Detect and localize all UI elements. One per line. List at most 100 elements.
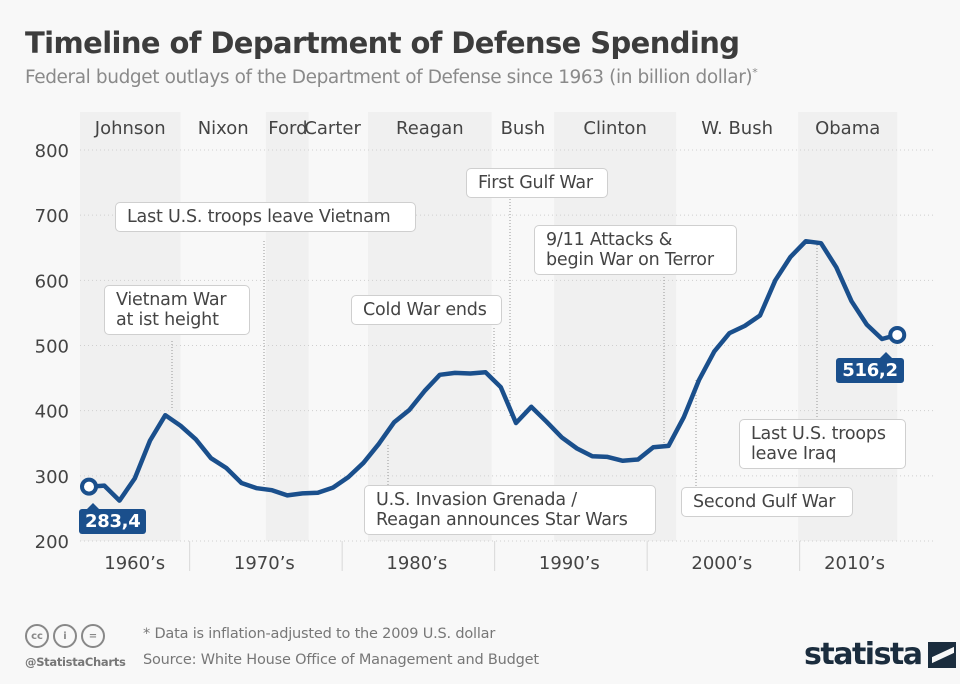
source-text: Source: White House Office of Management… xyxy=(143,652,539,668)
license-icons: cc i = xyxy=(25,624,105,648)
data-point[interactable] xyxy=(711,348,717,354)
data-point[interactable] xyxy=(620,458,626,464)
data-point[interactable] xyxy=(803,238,809,244)
annotation-box: Second Gulf War xyxy=(681,487,853,517)
data-point[interactable] xyxy=(391,419,397,425)
data-point[interactable] xyxy=(849,298,855,304)
data-point[interactable] xyxy=(162,412,168,418)
data-point[interactable] xyxy=(254,485,260,491)
data-point[interactable] xyxy=(376,441,382,447)
subtitle-text: Federal budget outlays of the Department… xyxy=(25,67,753,89)
president-bands xyxy=(80,112,898,541)
y-tick-label: 500 xyxy=(35,337,69,358)
president-label: Obama xyxy=(815,118,880,139)
data-point[interactable] xyxy=(284,492,290,498)
y-tick-label: 700 xyxy=(35,206,69,227)
data-point[interactable] xyxy=(178,423,184,429)
data-point[interactable] xyxy=(559,434,565,440)
data-point[interactable] xyxy=(772,277,778,283)
data-point[interactable] xyxy=(101,483,107,489)
president-label: Ford xyxy=(268,118,307,139)
data-point[interactable] xyxy=(269,487,275,493)
y-axis: 200 300 400 500 600 700 800 xyxy=(35,141,69,553)
data-point[interactable] xyxy=(727,330,733,336)
data-point[interactable] xyxy=(757,313,763,319)
data-point[interactable] xyxy=(788,254,794,260)
data-point[interactable] xyxy=(605,454,611,460)
annotation-box: Vietnam War at ist height xyxy=(104,285,250,335)
data-point[interactable] xyxy=(345,474,351,480)
annotation-box: Cold War ends xyxy=(351,295,502,325)
data-point[interactable] xyxy=(239,480,245,486)
data-point[interactable] xyxy=(681,414,687,420)
data-point[interactable] xyxy=(818,240,824,246)
data-point[interactable] xyxy=(696,377,702,383)
twitter-handle[interactable]: @StatistaCharts xyxy=(25,655,126,669)
endpoint-value-label: 283,4 xyxy=(79,502,147,534)
president-band-ford xyxy=(265,112,309,541)
data-point[interactable] xyxy=(452,370,458,376)
data-point[interactable] xyxy=(544,419,550,425)
annotation-connectors xyxy=(171,199,818,487)
president-label: Nixon xyxy=(198,118,249,139)
data-point[interactable] xyxy=(742,323,748,329)
data-point[interactable] xyxy=(315,490,321,496)
data-point[interactable] xyxy=(513,420,519,426)
cc-icon[interactable]: cc xyxy=(25,624,49,648)
president-label: Bush xyxy=(501,118,546,139)
endpoint-marker[interactable] xyxy=(888,325,907,344)
data-point[interactable] xyxy=(132,475,138,481)
data-point[interactable] xyxy=(650,444,656,450)
x-tick-label: 2010’s xyxy=(824,553,885,574)
data-point[interactable] xyxy=(467,371,473,377)
subtitle-footnote-mark: * xyxy=(752,66,758,79)
footnote: * Data is inflation-adjusted to the 2009… xyxy=(143,626,496,642)
x-tick-label: 1990’s xyxy=(539,553,600,574)
statista-logo-icon xyxy=(927,641,956,668)
logo-text: statista xyxy=(804,637,923,672)
data-point[interactable] xyxy=(330,485,336,491)
annotation-box: First Gulf War xyxy=(466,168,608,198)
data-point[interactable] xyxy=(574,445,580,451)
endpoint-value-label: 516,2 xyxy=(836,351,904,383)
x-tick-label: 1980’s xyxy=(386,553,447,574)
data-point[interactable] xyxy=(193,436,199,442)
president-label: Carter xyxy=(304,118,361,139)
data-point[interactable] xyxy=(833,264,839,270)
data-point[interactable] xyxy=(223,465,229,471)
statista-logo[interactable]: statista xyxy=(804,637,956,672)
annotation-box: Last U.S. troops leave Vietnam xyxy=(115,202,416,232)
data-point[interactable] xyxy=(117,498,123,504)
gridlines xyxy=(80,149,935,542)
data-point[interactable] xyxy=(498,384,504,390)
data-point[interactable] xyxy=(406,407,412,413)
data-point[interactable] xyxy=(208,455,214,461)
president-label: Johnson xyxy=(94,118,166,139)
annotation-box: U.S. Invasion Grenada / Reagan announces… xyxy=(364,485,656,535)
data-point[interactable] xyxy=(879,336,885,342)
x-tick-label: 1970’s xyxy=(234,553,295,574)
president-label: W. Bush xyxy=(701,118,773,139)
attribution-icon[interactable]: i xyxy=(53,624,77,648)
data-point[interactable] xyxy=(422,388,428,394)
data-point[interactable] xyxy=(361,460,367,466)
data-point[interactable] xyxy=(864,322,870,328)
y-tick-label: 200 xyxy=(35,532,69,553)
annotation-box: 9/11 Attacks & begin War on Terror xyxy=(534,225,737,275)
data-point[interactable] xyxy=(147,438,153,444)
data-point[interactable] xyxy=(300,490,306,496)
y-tick-label: 300 xyxy=(35,467,69,488)
data-point[interactable] xyxy=(589,453,595,459)
president-label: Clinton xyxy=(583,118,646,139)
data-point[interactable] xyxy=(528,404,534,410)
data-point[interactable] xyxy=(437,372,443,378)
data-point[interactable] xyxy=(635,457,641,463)
data-point[interactable] xyxy=(483,369,489,375)
no-derivatives-icon[interactable]: = xyxy=(81,624,105,648)
data-point[interactable] xyxy=(666,443,672,449)
x-axis: 1960’s 1970’s 1980’s 1990’s 2000’s 2010’s xyxy=(104,541,885,574)
chart-title: Timeline of Department of Defense Spendi… xyxy=(25,26,740,60)
endpoint-marker[interactable] xyxy=(80,477,98,496)
y-tick-label: 400 xyxy=(35,402,69,423)
